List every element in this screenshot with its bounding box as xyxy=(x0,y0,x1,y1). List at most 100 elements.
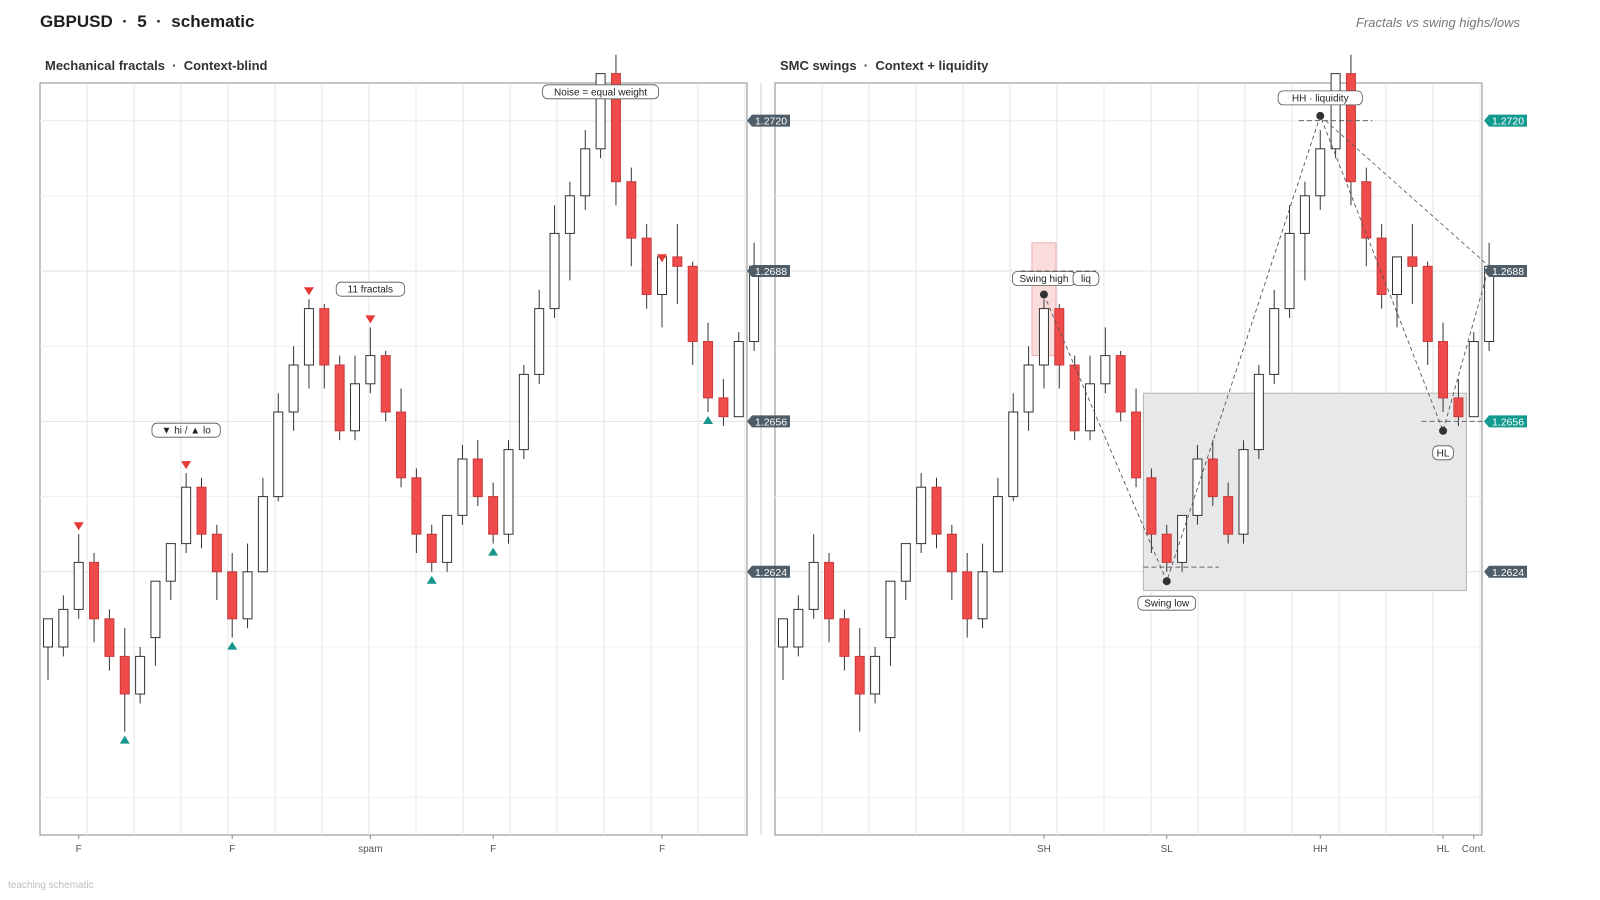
swing-point xyxy=(1439,426,1448,435)
bull-candle xyxy=(549,232,560,310)
bear-candle xyxy=(1115,355,1126,413)
bear-candle xyxy=(1161,533,1172,563)
x-tick-label: HH xyxy=(1313,844,1327,855)
bull-candle xyxy=(1008,411,1019,498)
fractal-low-marker xyxy=(703,416,714,424)
swing-point xyxy=(1316,111,1325,120)
bull-candle xyxy=(73,561,84,610)
bear-candle xyxy=(1361,181,1372,239)
swing-label-box xyxy=(1137,595,1197,611)
bull-candle xyxy=(808,561,819,610)
fractal-high-marker xyxy=(303,287,314,296)
x-tick-label: F xyxy=(76,844,82,855)
bear-candle xyxy=(319,308,330,366)
x-tick-label: F xyxy=(659,844,665,855)
liq-label-box xyxy=(1072,271,1100,286)
bear-candle xyxy=(1131,411,1142,479)
bear-candle xyxy=(1422,265,1433,342)
fractal-low-marker xyxy=(227,641,238,650)
bear-candle xyxy=(946,533,957,573)
price-tag: 1.2624 xyxy=(1492,567,1524,579)
bear-candle xyxy=(211,533,222,573)
bull-candle xyxy=(150,580,161,639)
bull-candle xyxy=(885,580,896,639)
bear-candle xyxy=(426,533,437,563)
bear-candle xyxy=(1453,397,1464,418)
swing-label-box xyxy=(1432,445,1454,461)
bear-candle xyxy=(1345,73,1356,183)
bull-candle xyxy=(977,571,988,620)
fractal-low-marker xyxy=(119,735,130,744)
x-tick-label: Cont. xyxy=(1462,844,1486,855)
bull-candle xyxy=(992,496,1003,573)
bear-candle xyxy=(396,411,407,479)
fractal-high-marker xyxy=(365,315,376,324)
bear-candle xyxy=(626,181,637,239)
fractal-low-marker xyxy=(488,547,499,556)
x-tick-label: F xyxy=(229,844,235,855)
bull-candle xyxy=(1100,355,1111,385)
bull-candle xyxy=(1038,308,1049,366)
bear-candle xyxy=(718,397,729,418)
bull-candle xyxy=(1330,73,1341,150)
price-tag-shape xyxy=(747,265,790,277)
bull-candle xyxy=(1192,458,1203,516)
bull-candle xyxy=(595,73,606,150)
swing-label: Swing low xyxy=(1144,599,1190,610)
bull-candle xyxy=(870,655,881,695)
price-tag-shape xyxy=(747,114,790,127)
bull-candle xyxy=(1177,514,1188,563)
x-tick-label: SH xyxy=(1037,844,1051,855)
swing-label: Swing high xyxy=(1019,274,1068,285)
right-panel-title: SMC swings · Context + liquidity xyxy=(780,58,989,73)
bull-candle xyxy=(657,256,667,295)
chart-title: GBPUSD · 5 · schematic xyxy=(40,12,255,31)
price-tag-shape xyxy=(1484,114,1527,127)
bull-candle xyxy=(58,608,69,648)
bear-candle xyxy=(380,355,391,413)
bear-candle xyxy=(610,73,621,183)
fractal-high-marker xyxy=(73,522,84,531)
bull-candle xyxy=(564,195,575,234)
swing-point xyxy=(1162,577,1171,586)
retracement-zone xyxy=(1142,392,1467,592)
bull-candle xyxy=(288,364,299,413)
bull-candle xyxy=(900,543,911,582)
bull-candle xyxy=(778,618,788,648)
bull-candle xyxy=(1392,256,1402,295)
annotation-label: 11 fractals xyxy=(348,285,393,296)
bear-candle xyxy=(641,237,652,296)
bear-candle xyxy=(824,561,835,620)
fractal-high-marker xyxy=(657,254,667,263)
bull-candle xyxy=(43,618,53,648)
bull-candle xyxy=(273,411,284,498)
swing-point xyxy=(1039,290,1048,299)
price-tag: 1.2656 xyxy=(755,416,787,428)
fractal-high-marker xyxy=(181,461,192,470)
liq-label: liq xyxy=(1081,274,1091,285)
bear-candle xyxy=(962,571,973,620)
price-tag-shape xyxy=(1484,565,1527,578)
annotation-label-box xyxy=(542,84,659,100)
annotation-label: ▼ hi / ▲ lo xyxy=(162,426,212,437)
bull-candle xyxy=(457,458,468,516)
bear-candle xyxy=(1407,256,1418,267)
bull-candle xyxy=(257,496,268,573)
price-tag: 1.2688 xyxy=(755,266,787,278)
price-tag-shape xyxy=(747,565,790,578)
bull-candle xyxy=(1468,341,1479,418)
bull-candle xyxy=(1085,383,1095,432)
swing-label: HH · liquidity xyxy=(1292,93,1349,104)
fractal-low-marker xyxy=(426,575,437,584)
bull-candle xyxy=(365,355,376,385)
bear-candle xyxy=(119,655,130,695)
bull-candle xyxy=(793,608,804,648)
swing-label: HL xyxy=(1437,448,1450,459)
bull-candle xyxy=(303,308,314,366)
bear-candle xyxy=(839,618,850,657)
bear-candle xyxy=(687,265,698,342)
bull-candle xyxy=(165,543,176,582)
bear-candle xyxy=(854,655,865,695)
bull-candle xyxy=(1269,308,1280,375)
bull-candle xyxy=(1253,373,1264,451)
